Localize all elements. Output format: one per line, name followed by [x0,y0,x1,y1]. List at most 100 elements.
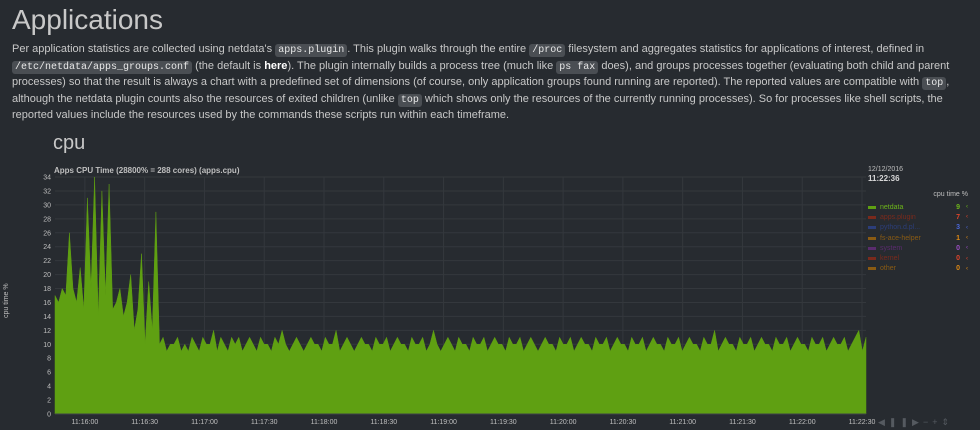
pan-right-icon[interactable]: ▶ [912,417,923,427]
intro-text: . This plugin walks through the entire [347,43,530,55]
y-tick-label: 24 [43,244,51,251]
x-tick-label: 11:16:00 [72,419,99,426]
legend-item-apps-plugin[interactable]: apps.plugin 7 ‹ [868,212,968,222]
legend-label: fs-ace-helper [880,234,921,242]
y-tick-label: 26 [43,230,51,237]
y-tick-label: 2 [47,398,51,405]
intro-text: Per application statistics are collected… [12,43,276,55]
code-ps-fax: ps fax [556,60,599,74]
legend-item-fs-ace-helper[interactable]: fs-ace-helper 1 ‹ [868,233,968,243]
y-tick-label: 6 [47,370,51,377]
legend-swatch [868,257,876,261]
trend-arrow-icon: ‹ [966,245,968,252]
legend-value: 1 [956,234,960,242]
legend-label: python.d.pl... [880,224,921,232]
intro-text: filesystem and aggregates statistics for… [565,43,925,55]
code-proc: /proc [529,44,566,57]
legend-swatch [868,215,876,219]
legend-value: 0 [956,265,960,273]
y-tick-label: 28 [43,216,51,223]
section-title-cpu: cpu [53,132,86,154]
page-title: Applications [12,4,163,35]
legend-rows: netdata 9 ‹ apps.plugin 7 ‹ python.d.pl... 3 ‹ fs… [868,202,968,274]
legend-label: kernel [880,255,900,263]
legend-date: 12/12/2016 [868,166,904,173]
legend-label: other [880,265,896,273]
trend-arrow-icon: ‹ [966,224,968,231]
zoom-in-icon[interactable]: + [932,417,942,427]
x-tick-label: 11:19:30 [490,419,517,426]
legend-label: apps.plugin [880,213,916,221]
legend-label: netdata [880,203,904,211]
y-tick-label: 16 [43,300,51,307]
here-link[interactable]: here [264,59,288,72]
y-tick-label: 14 [43,314,51,321]
code-top: top [397,93,422,107]
y-tick-label: 10 [43,342,51,349]
intro-text: does), and groups processes together (ev… [12,59,950,89]
intro-text: (the default is [192,59,265,72]
x-tick-label: 11:21:30 [729,419,756,426]
legend-swatch [868,205,876,209]
trend-arrow-icon: ‹ [966,255,968,262]
y-tick-label: 32 [43,188,51,195]
y-tick-label: 34 [43,175,51,182]
intro-text: , although the netdata plugin counts als… [12,76,950,105]
pan-left-icon[interactable]: ◀ [878,417,889,427]
legend-value: 0 [956,255,960,263]
intro-text: which shows only the resources of the cu… [12,92,943,122]
y-tick-label: 30 [43,202,51,209]
legend-value: 0 [956,244,960,252]
x-tick-label: 11:17:00 [191,419,218,426]
legend-swatch [868,236,876,240]
chart-title: Apps CPU Time (28800% = 288 cores) (apps… [54,166,240,175]
trend-arrow-icon: ‹ [966,235,968,242]
legend-value: 3 [956,224,960,232]
x-tick-label: 11:22:00 [789,419,816,426]
legend-item-python-d-pl-[interactable]: python.d.pl... 3 ‹ [868,223,968,233]
legend-value: 9 [956,203,960,211]
x-tick-label: 11:17:30 [251,419,278,426]
x-tick-label: 11:21:00 [669,419,696,426]
intro-paragraph: Per application statistics are collected… [12,42,967,124]
legend-swatch [868,226,876,230]
trend-arrow-icon: ‹ [966,214,968,221]
x-tick-label: 11:20:30 [610,419,637,426]
resize-icon[interactable]: ⇕ [941,417,954,427]
legend-swatch [868,267,876,271]
code-top: top [922,77,947,90]
zoom-out-icon[interactable]: − [922,417,933,427]
series-area-netdata [54,176,867,415]
intro-text: ). The plugin internally builds a proces… [287,59,557,72]
y-tick-label: 20 [43,272,51,279]
y-tick-label: 18 [43,286,51,293]
legend-item-netdata[interactable]: netdata 9 ‹ [868,202,968,212]
code-apps-groups-conf: /etc/netdata/apps_groups.conf [12,60,193,74]
x-tick-label: 11:19:00 [430,419,457,426]
y-tick-label: 0 [47,412,51,419]
trend-arrow-icon: ‹ [966,265,968,272]
y-tick-label: 12 [43,328,51,335]
x-tick-label: 11:20:00 [550,419,577,426]
y-tick-label: 8 [47,356,51,363]
legend-swatch [868,246,876,250]
x-tick-label: 11:18:30 [370,419,397,426]
y-tick-label: 22 [43,258,51,265]
pause-icon[interactable]: ❚❚ [888,417,913,427]
legend-item-kernel[interactable]: kernel 0 ‹ [868,253,968,263]
legend-label: system [880,244,903,252]
legend-item-other[interactable]: other 0 ‹ [868,264,968,274]
trend-arrow-icon: ‹ [966,204,968,211]
legend-units: cpu time % [933,191,968,198]
x-tick-label: 11:22:30 [849,419,876,426]
x-tick-label: 11:16:30 [131,419,158,426]
chart-toolbar: ◀❚❚▶−+⇕ [878,417,953,428]
legend-time: 11:22:36 [868,174,900,183]
chart-legend: 12/12/2016 11:22:36 cpu time % netdata 9 ‹… [868,166,968,274]
legend-value: 7 [956,213,960,221]
code-apps-plugin: apps.plugin [275,44,348,57]
y-tick-label: 4 [47,384,51,391]
legend-item-system[interactable]: system 0 ‹ [868,243,968,253]
x-tick-label: 11:18:00 [311,419,338,426]
